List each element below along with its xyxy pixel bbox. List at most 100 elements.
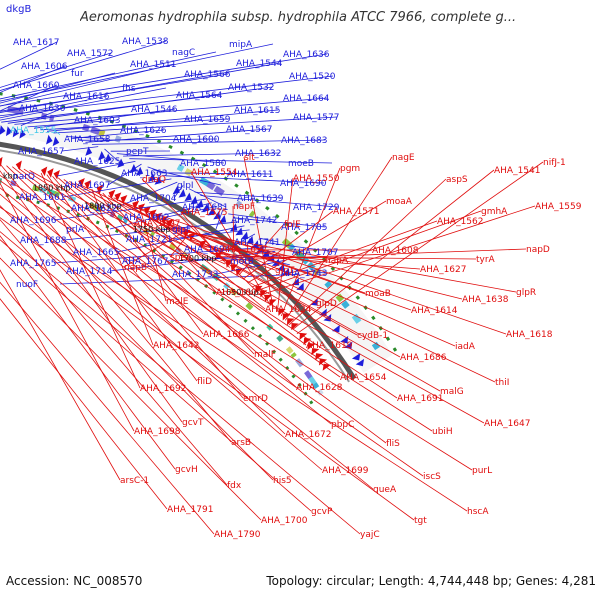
forward-gene-label[interactable]: AHA_1616 — [63, 92, 110, 102]
forward-gene-label[interactable]: AHA_1707 — [292, 248, 339, 258]
reverse-gene-label[interactable]: AHA_1637 — [221, 245, 268, 255]
reverse-gene-label[interactable]: AHA_1672 — [285, 430, 332, 440]
forward-gene-label[interactable]: AHA_1632 — [235, 149, 282, 159]
reverse-gene-label[interactable]: moaB — [365, 289, 391, 299]
forward-gene-label[interactable]: AHA_1767 — [122, 257, 169, 267]
reverse-gene-label[interactable]: AHA_1608 — [372, 246, 419, 256]
reverse-gene-label[interactable]: folE — [284, 220, 301, 230]
forward-gene-label[interactable]: AHA_1663 — [121, 169, 168, 179]
reverse-gene-label[interactable]: iadA — [455, 342, 476, 352]
reverse-gene-label[interactable]: arsB — [231, 438, 251, 448]
reverse-gene-label[interactable]: napD — [526, 245, 550, 255]
reverse-gene-label[interactable]: malE — [166, 297, 189, 307]
forward-gene-label[interactable]: fhs — [122, 84, 136, 94]
reverse-gene-label[interactable]: AHA_1691 — [397, 394, 444, 404]
reverse-gene-label[interactable]: AHA_1559 — [535, 202, 582, 212]
forward-gene-label[interactable]: AHA_1520 — [289, 72, 336, 82]
forward-gene-label[interactable]: AHA_1567 — [226, 125, 273, 135]
reverse-gene-label[interactable]: AHA_1541 — [494, 166, 541, 176]
forward-gene-label[interactable]: AHA_1660 — [13, 81, 60, 91]
reverse-gene-label[interactable]: gcvH — [175, 465, 198, 475]
forward-gene-label[interactable]: AHA_1661 — [19, 193, 66, 203]
forward-gene-label[interactable]: AHA_1566 — [184, 70, 231, 80]
forward-gene-label[interactable]: AHA_1564 — [176, 91, 223, 101]
forward-gene-label[interactable]: AHA_1615 — [234, 106, 281, 116]
forward-gene-label[interactable]: AHA_1664 — [283, 94, 330, 104]
reverse-gene-label[interactable]: AHA_1575 — [181, 208, 228, 218]
forward-gene-label[interactable]: AHA_1696 — [10, 216, 57, 226]
forward-gene-label[interactable]: AHA_1626 — [120, 126, 167, 136]
reverse-gene-label[interactable]: glpD — [316, 299, 337, 309]
reverse-gene-label[interactable]: AHA_1790 — [214, 530, 261, 540]
reverse-gene-label[interactable]: iscS — [423, 472, 441, 482]
forward-gene-label[interactable]: AHA_1538 — [122, 37, 169, 47]
reverse-gene-label[interactable]: pgm — [340, 164, 360, 174]
forward-gene-label[interactable]: AHA_1600 — [173, 135, 220, 145]
reverse-gene-label[interactable]: cydB-1 — [357, 331, 388, 341]
forward-gene-label[interactable]: AHA_1611 — [227, 170, 274, 180]
reverse-gene-label[interactable]: fliS — [386, 439, 400, 449]
reverse-gene-label[interactable]: ubiH — [432, 427, 453, 437]
reverse-gene-label[interactable]: hscA — [467, 507, 489, 517]
reverse-gene-label[interactable]: AHA_1666 — [203, 330, 250, 340]
reverse-gene-label[interactable]: AHA_1614 — [411, 306, 458, 316]
forward-gene-label[interactable]: AHA_1544 — [236, 59, 283, 69]
forward-gene-label[interactable]: glpF — [172, 225, 191, 235]
forward-gene-label[interactable]: AHA_1511 — [130, 60, 177, 70]
reverse-gene-label[interactable]: nagE — [392, 153, 415, 163]
reverse-gene-label[interactable]: AHA_1618 — [506, 330, 553, 340]
corner-gene-label[interactable]: dkgB — [6, 4, 31, 15]
forward-gene-label[interactable]: glpI — [177, 181, 194, 191]
reverse-gene-label[interactable]: gcvP — [311, 507, 333, 517]
forward-gene-label[interactable]: AHA_1765 — [10, 259, 57, 269]
forward-gene-label[interactable]: AHA_1658 — [64, 135, 111, 145]
reverse-gene-label[interactable]: AHA_1642 — [153, 341, 200, 351]
reverse-gene-label[interactable]: AHA_1562 — [437, 217, 484, 227]
forward-gene-label[interactable]: AHA_1659 — [184, 115, 231, 125]
forward-gene-label[interactable]: AHA_1741 — [234, 238, 281, 248]
forward-gene-label[interactable]: motB — [230, 257, 254, 267]
reverse-gene-label[interactable]: dnaQ — [142, 175, 166, 185]
reverse-gene-label[interactable]: glpT — [275, 266, 295, 276]
reverse-gene-label[interactable]: tgt — [414, 516, 427, 526]
reverse-gene-label[interactable]: AHA_1647 — [484, 419, 531, 429]
forward-gene-label[interactable]: AHA_1742 — [231, 216, 278, 226]
forward-gene-label[interactable]: AHA_1546 — [131, 105, 178, 115]
reverse-gene-label[interactable]: glpR — [516, 288, 536, 298]
forward-gene-label[interactable]: AHA_1694 — [184, 245, 231, 255]
reverse-gene-label[interactable]: malG — [440, 387, 464, 397]
reverse-gene-label[interactable]: his5 — [273, 476, 292, 486]
reverse-gene-label[interactable]: pbpC — [331, 420, 354, 430]
forward-gene-label[interactable]: AHA_1729 — [293, 203, 340, 213]
reverse-gene-label[interactable]: nifJ-1 — [543, 158, 566, 168]
forward-gene-label[interactable]: narQ — [13, 172, 35, 182]
reverse-gene-label[interactable]: AHA_1628 — [296, 383, 343, 393]
forward-gene-label[interactable]: pepT — [126, 147, 149, 157]
reverse-gene-label[interactable]: slt — [244, 153, 255, 163]
forward-gene-label[interactable]: AHA_1714 — [66, 267, 113, 277]
reverse-gene-label[interactable]: AHA_1627 — [420, 265, 467, 275]
forward-gene-label[interactable]: AHA_1733 — [172, 270, 219, 280]
forward-gene-label[interactable]: AHA_1580 — [180, 159, 227, 169]
forward-gene-label[interactable]: AHA_1683 — [281, 136, 328, 146]
forward-gene-label[interactable]: AHA_1606 — [21, 62, 68, 72]
forward-gene-label[interactable]: AHA_1690 — [280, 179, 327, 189]
forward-gene-label[interactable]: AHA_1721 — [126, 235, 173, 245]
reverse-gene-label[interactable]: gmhA — [481, 207, 508, 217]
forward-gene-label[interactable]: mipA — [229, 40, 253, 50]
forward-gene-label[interactable]: AHA_1704 — [130, 194, 177, 204]
forward-gene-label[interactable]: AHA_1657 — [18, 147, 65, 157]
reverse-gene-label[interactable]: fdx — [227, 481, 242, 491]
reverse-gene-label[interactable]: AHA_1698 — [134, 427, 181, 437]
reverse-gene-label[interactable]: AHA_1700 — [261, 516, 308, 526]
forward-gene-label[interactable]: AHA_1705 — [281, 223, 328, 233]
forward-gene-label[interactable]: AHA_1688 — [20, 236, 67, 246]
reverse-gene-label[interactable]: purL — [472, 466, 492, 476]
forward-gene-label[interactable]: nuoF — [16, 280, 38, 290]
reverse-gene-label[interactable]: aspS — [446, 175, 468, 185]
forward-gene-label[interactable]: moeB — [288, 159, 314, 169]
reverse-gene-label[interactable]: tyrA — [476, 255, 496, 265]
forward-gene-label[interactable]: AHA_1681 — [182, 203, 229, 213]
forward-gene-label[interactable]: nagC — [172, 48, 195, 58]
reverse-gene-label[interactable]: arsC-1 — [120, 476, 149, 486]
